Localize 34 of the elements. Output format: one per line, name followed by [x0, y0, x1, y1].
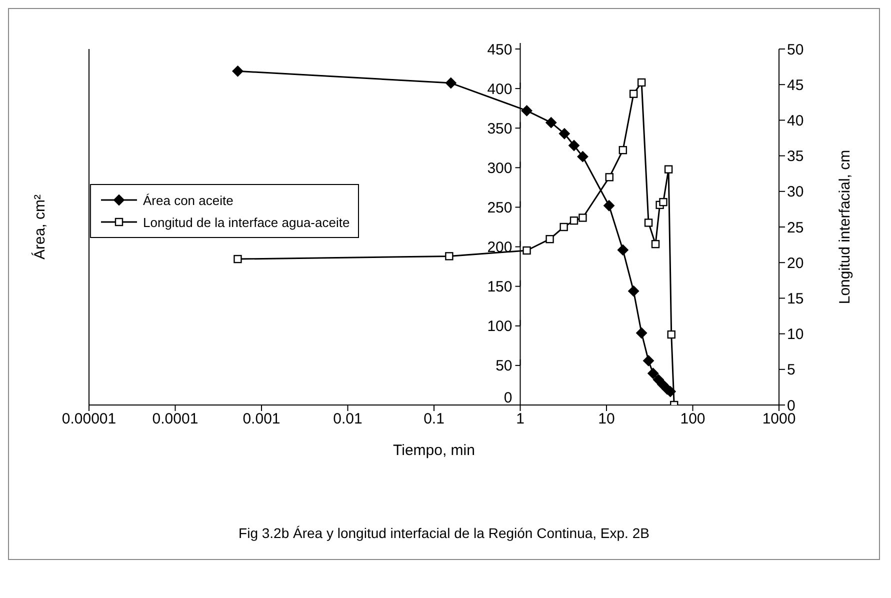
y-axis-title: Área, cm² [30, 194, 48, 260]
y-tick-label: 0 [504, 389, 512, 406]
x-tick-label: 1 [516, 410, 524, 428]
y-tick-label: 150 [487, 278, 512, 296]
legend-label: Longitud de la interface agua-aceite [143, 214, 350, 230]
x-tick-label: 100 [680, 410, 706, 428]
y-tick-label: 400 [487, 80, 512, 98]
x-tick-label: 0.1 [424, 410, 444, 428]
x-tick-label: 0.001 [242, 410, 280, 428]
y2-axis-title: Longitud interfacial, cm [836, 150, 854, 304]
y-tick-label: 200 [487, 239, 512, 256]
x-tick-label: 0.0001 [152, 410, 198, 428]
y2-tick-label: 45 [787, 76, 804, 94]
y2-tick-label: 15 [787, 290, 804, 308]
x-axis-title: Tiempo, min [393, 442, 475, 459]
y2-tick-label: 10 [787, 326, 804, 344]
y2-tick-label: 30 [787, 184, 804, 201]
y-tick-label: 250 [487, 199, 512, 216]
y2-tick-label: 25 [787, 219, 804, 236]
x-tick-label: 0.01 [333, 410, 362, 428]
y2-tick-label: 5 [787, 362, 796, 379]
y-tick-label: 100 [487, 318, 512, 336]
y2-tick-label: 20 [787, 254, 804, 272]
y2-tick-label: 35 [787, 148, 804, 166]
y2-tick-label: 50 [787, 41, 804, 58]
y-tick-label: 50 [496, 358, 512, 375]
y-tick-label: 350 [487, 120, 512, 138]
y2-tick-label: 40 [787, 112, 804, 130]
y-tick-label: 450 [487, 41, 512, 58]
y-tick-label: 300 [487, 160, 512, 177]
caption: Fig 3.2b Área y longitud interfacial de la Región Continua, Exp. 2B [238, 524, 650, 543]
x-tick-label: 10 [598, 410, 615, 428]
legend-label: Área con aceite [143, 192, 234, 208]
x-tick-label: 0.00001 [62, 410, 116, 428]
